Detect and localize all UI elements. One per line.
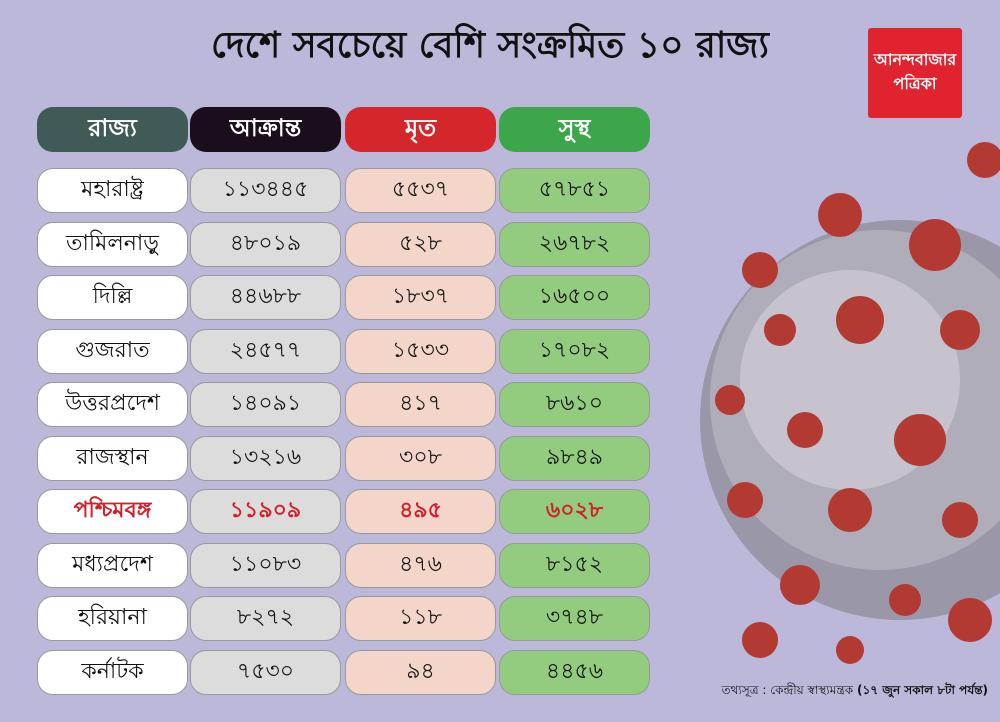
source: তথ্যসূত্র : কেন্দ্রীয় স্বাস্থ্যমন্ত্রক … <box>722 682 988 702</box>
table-cell: ৪৪৬৮৮ <box>190 275 341 320</box>
column-header: আক্রান্ত <box>190 107 341 152</box>
table-cell: ৩০৮ <box>345 435 496 481</box>
state-name: পশ্চিমবঙ্গ <box>37 489 188 534</box>
table-cell: ১৬৫০০ <box>499 275 650 320</box>
table-cell: ১১৩৪৪৫ <box>190 168 341 213</box>
table-cell: ৯৮৪৯ <box>499 435 650 481</box>
title: দেশে সবচেয়ে বেশি সংক্রমিত ১০ রাজ্য <box>211 25 769 66</box>
table-cell: ৪১৭ <box>345 382 496 427</box>
table-cell: ৪৯৫ <box>345 489 496 534</box>
column-header: মৃত <box>345 107 496 152</box>
table-cell: ১১৯০৯ <box>190 489 341 534</box>
table-cell: ৫৭৮৫১ <box>499 168 650 213</box>
table-cell: ১৫৩৩ <box>345 328 496 374</box>
state-name: মধ্যপ্রদেশ <box>37 542 188 588</box>
table-cell: ১৮৩৭ <box>345 275 496 320</box>
table-cell: ৮২৭২ <box>190 596 341 641</box>
table-cell: ৮৬১০ <box>499 382 650 427</box>
table-cell: ১১০৮৩ <box>190 542 341 588</box>
state-name: গুজরাত <box>37 328 188 374</box>
table-cell: ১৩২১৬ <box>190 435 341 481</box>
source-note: (১৭ জুন সকাল ৮টা পর্যন্ত) <box>856 683 988 697</box>
source-label: তথ্যসূত্র : কেন্দ্রীয় স্বাস্থ্যমন্ত্রক <box>721 683 854 697</box>
table-cell: ৭৫৩০ <box>190 649 341 695</box>
table-cell: ১৭০৮২ <box>499 328 650 374</box>
table-cell: ১১৮ <box>345 596 496 641</box>
table-cell: ২৬৭৮২ <box>499 221 650 267</box>
table-cell: ৮১৫২ <box>499 542 650 588</box>
column-header: রাজ্য <box>37 107 188 152</box>
logo-text: আনন্দবাজার <box>873 50 957 69</box>
logo-text: পত্রিকা <box>893 74 937 93</box>
table-cell: ১৪০৯১ <box>190 382 341 427</box>
state-name: তামিলনাড়ু <box>37 221 188 267</box>
table-cell: ৪৪৫৬ <box>499 649 650 695</box>
table-cell: ৪৮০১৯ <box>190 221 341 267</box>
table-cell: ৫৫৩৭ <box>345 168 496 213</box>
logo: আনন্দবাজার পত্রিকা <box>868 28 962 118</box>
state-name: কর্নাটক <box>37 649 188 695</box>
state-name: উত্তরপ্রদেশ <box>37 382 188 427</box>
table-cell: ৬০২৮ <box>499 489 650 534</box>
state-name: মহারাষ্ট্র <box>37 168 188 213</box>
state-name: হরিয়ানা <box>37 596 188 641</box>
column-header: সুস্থ <box>499 107 650 152</box>
table-cell: ৫২৮ <box>345 221 496 267</box>
table-cell: ৪৭৬ <box>345 542 496 588</box>
table-cell: ৯৪ <box>345 649 496 695</box>
state-name: রাজস্থান <box>37 435 188 481</box>
table-cell: ৩৭৪৮ <box>499 596 650 641</box>
state-name: দিল্লি <box>37 275 188 320</box>
table-cell: ২৪৫৭৭ <box>190 328 341 374</box>
